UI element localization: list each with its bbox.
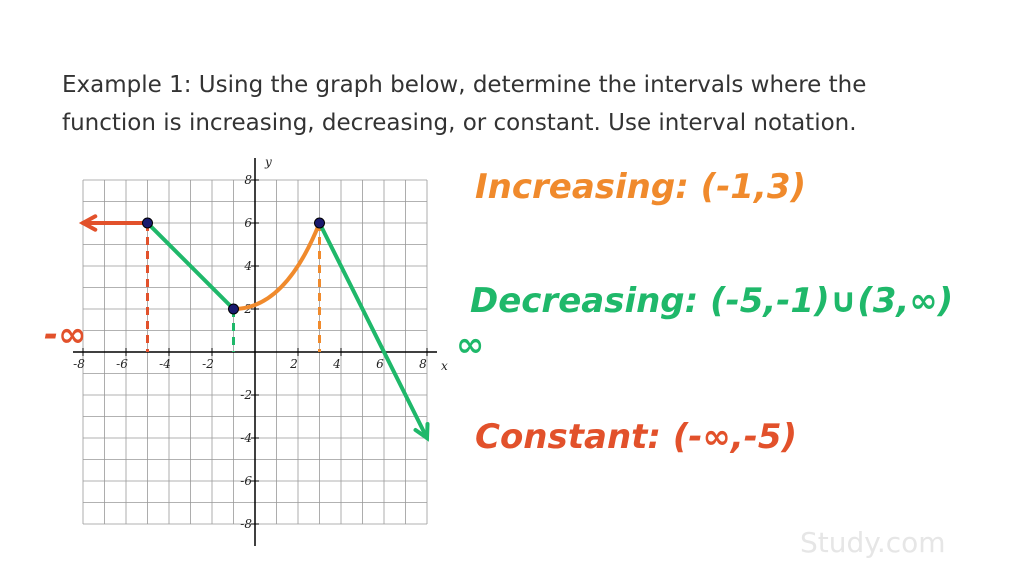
- watermark: Study.com: [800, 526, 946, 559]
- x-axis-label: x: [441, 359, 448, 373]
- y-tick-label: 4: [243, 259, 252, 273]
- pos-infinity-note: ∞: [456, 325, 484, 365]
- curve-segment: [145, 221, 236, 311]
- neg-infinity-note: -∞: [44, 315, 86, 355]
- arrowhead: [78, 214, 98, 232]
- y-tick-label: -6: [240, 474, 252, 488]
- turning-point: [142, 217, 153, 229]
- turning-point: [314, 217, 325, 229]
- x-tick-label: -6: [116, 357, 128, 371]
- constant-note: Constant: (-∞,-5): [475, 417, 797, 457]
- curve-segment: [317, 221, 429, 440]
- increasing-note: Increasing: (-1,3): [475, 167, 806, 207]
- x-tick-label: 6: [376, 357, 384, 371]
- prompt-line: function is increasing, decreasing, or c…: [62, 110, 857, 136]
- y-tick-label: 8: [244, 173, 252, 187]
- decreasing-note: Decreasing: (-5,-1)∪(3,∞): [470, 281, 953, 321]
- curve-segment: [231, 221, 322, 311]
- x-tick-label: -2: [202, 357, 214, 371]
- prompt-line: Example 1: Using the graph below, determ…: [62, 72, 866, 98]
- y-tick-label: -8: [240, 517, 252, 531]
- x-tick-label: -8: [73, 357, 85, 371]
- x-tick-label: 4: [332, 357, 341, 371]
- arrowhead: [413, 422, 430, 442]
- y-tick-label: -2: [240, 388, 252, 402]
- turning-point: [228, 303, 239, 315]
- y-tick-label: 6: [244, 216, 252, 230]
- y-tick-label: -4: [240, 431, 252, 445]
- x-tick-label: 2: [289, 357, 298, 371]
- x-tick-label: 8: [419, 357, 427, 371]
- y-axis-label: y: [264, 155, 272, 169]
- x-tick-label: -4: [159, 357, 171, 371]
